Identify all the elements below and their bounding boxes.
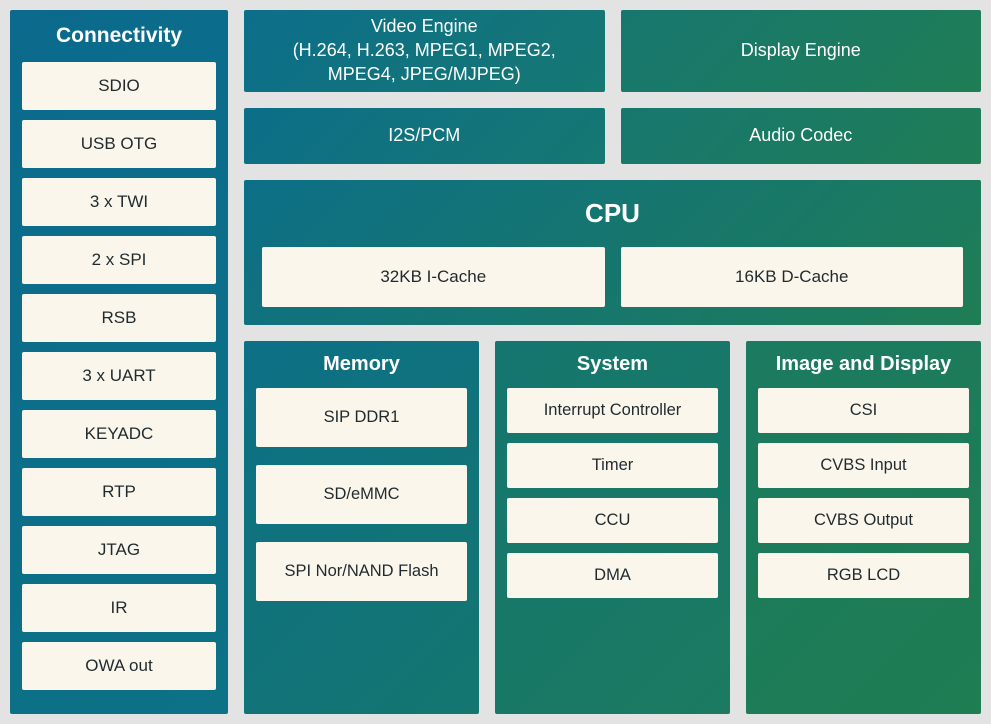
- cpu-title: CPU: [585, 198, 640, 229]
- connectivity-item: 3 x TWI: [22, 178, 216, 226]
- video-engine-title: Video Engine (H.264, H.263, MPEG1, MPEG2…: [293, 14, 556, 87]
- row-video-display: Video Engine (H.264, H.263, MPEG1, MPEG2…: [244, 10, 981, 92]
- row-audio: I2S/PCM Audio Codec: [244, 108, 981, 164]
- image-display-item: CVBS Input: [758, 443, 969, 488]
- memory-item: SPI Nor/NAND Flash: [256, 542, 467, 601]
- i2s-pcm-block: I2S/PCM: [244, 108, 605, 164]
- connectivity-item: JTAG: [22, 526, 216, 574]
- right-column: Video Engine (H.264, H.263, MPEG1, MPEG2…: [244, 10, 981, 714]
- system-title: System: [577, 353, 648, 376]
- system-item: CCU: [507, 498, 718, 543]
- memory-item: SIP DDR1: [256, 388, 467, 447]
- image-display-item: CSI: [758, 388, 969, 433]
- connectivity-item: KEYADC: [22, 410, 216, 458]
- video-engine-title-line1: Video Engine: [293, 14, 556, 38]
- image-display-block: Image and Display CSI CVBS Input CVBS Ou…: [746, 341, 981, 714]
- system-block: System Interrupt Controller Timer CCU DM…: [495, 341, 730, 714]
- system-item: DMA: [507, 553, 718, 598]
- soc-block-diagram: Connectivity SDIO USB OTG 3 x TWI 2 x SP…: [10, 10, 981, 714]
- image-display-title: Image and Display: [776, 353, 952, 376]
- memory-items: SIP DDR1 SD/eMMC SPI Nor/NAND Flash: [256, 388, 467, 601]
- row-bottom-trio: Memory SIP DDR1 SD/eMMC SPI Nor/NAND Fla…: [244, 341, 981, 714]
- connectivity-item: USB OTG: [22, 120, 216, 168]
- i2s-pcm-title: I2S/PCM: [388, 125, 460, 146]
- memory-block: Memory SIP DDR1 SD/eMMC SPI Nor/NAND Fla…: [244, 341, 479, 714]
- connectivity-item: SDIO: [22, 62, 216, 110]
- image-display-items: CSI CVBS Input CVBS Output RGB LCD: [758, 388, 969, 598]
- image-display-item: CVBS Output: [758, 498, 969, 543]
- system-item: Timer: [507, 443, 718, 488]
- connectivity-item: 3 x UART: [22, 352, 216, 400]
- audio-codec-title: Audio Codec: [749, 125, 852, 146]
- video-engine-title-line2: (H.264, H.263, MPEG1, MPEG2,: [293, 38, 556, 62]
- display-engine-block: Display Engine: [621, 10, 982, 92]
- connectivity-item: IR: [22, 584, 216, 632]
- connectivity-item: RSB: [22, 294, 216, 342]
- cpu-caches: 32KB I-Cache 16KB D-Cache: [262, 247, 963, 307]
- memory-title: Memory: [323, 353, 400, 376]
- memory-item: SD/eMMC: [256, 465, 467, 524]
- connectivity-items: SDIO USB OTG 3 x TWI 2 x SPI RSB 3 x UAR…: [22, 62, 216, 690]
- system-item: Interrupt Controller: [507, 388, 718, 433]
- cpu-block: CPU 32KB I-Cache 16KB D-Cache: [244, 180, 981, 325]
- connectivity-item: RTP: [22, 468, 216, 516]
- system-items: Interrupt Controller Timer CCU DMA: [507, 388, 718, 598]
- audio-codec-block: Audio Codec: [621, 108, 982, 164]
- cpu-icache: 32KB I-Cache: [262, 247, 605, 307]
- cpu-dcache: 16KB D-Cache: [621, 247, 964, 307]
- connectivity-item: OWA out: [22, 642, 216, 690]
- image-display-item: RGB LCD: [758, 553, 969, 598]
- video-engine-title-line3: MPEG4, JPEG/MJPEG): [293, 62, 556, 86]
- connectivity-block: Connectivity SDIO USB OTG 3 x TWI 2 x SP…: [10, 10, 228, 714]
- connectivity-title: Connectivity: [56, 24, 182, 48]
- video-engine-block: Video Engine (H.264, H.263, MPEG1, MPEG2…: [244, 10, 605, 92]
- display-engine-title: Display Engine: [741, 40, 861, 61]
- connectivity-item: 2 x SPI: [22, 236, 216, 284]
